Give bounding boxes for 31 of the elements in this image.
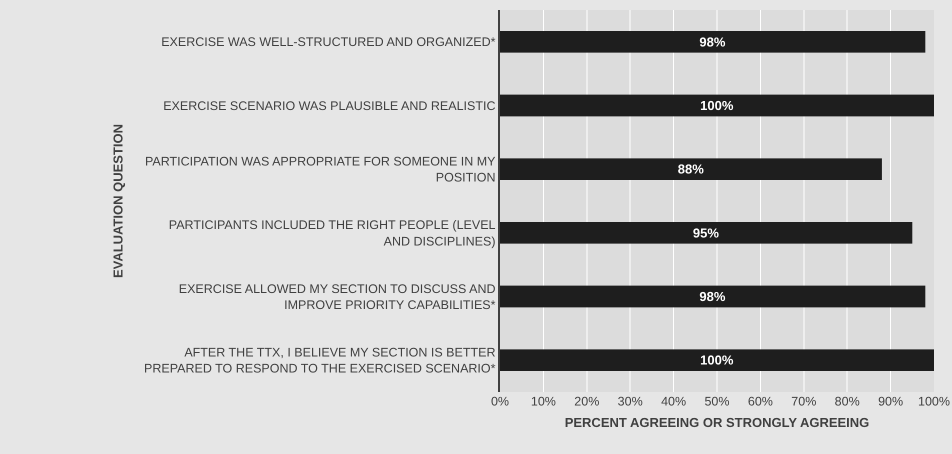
x-axis-title: PERCENT AGREEING OR STRONGLY AGREEING [564,415,870,430]
bar [500,349,934,371]
data-label: 98% [699,289,726,304]
x-tick-label: 90% [878,394,904,408]
x-tick-label: 30% [618,394,643,408]
data-label: 100% [700,352,734,368]
y-tick-label: AFTER THE TTX, I BELIEVE MY SECTION IS BETTER PREPARED TO RESPOND TO THE EXERCISED SCENARIO* [144,345,496,376]
data-label: 100% [700,98,734,113]
x-tick-label: 60% [748,394,773,408]
y-tick-label: PARTICIPATION WAS APPROPRIATE FOR SOMEONE IN MY POSITION [144,154,496,185]
y-tick-label: EXERCISE WAS WELL-STRUCTURED AND ORGANIZED* [161,35,496,50]
x-tick-label: 50% [704,394,730,408]
data-label: 88% [678,162,704,177]
x-tick-label: 10% [530,394,556,408]
bar [500,222,912,244]
data-label: 98% [699,34,726,50]
x-tick-label: 100% [918,394,950,408]
bar [500,31,926,53]
x-tick-label: 0% [490,394,510,408]
bar [500,286,926,308]
x-tick-label: 70% [791,394,816,408]
bar [500,94,934,116]
data-label: 95% [692,225,720,240]
x-tick-label: 80% [834,394,860,408]
y-tick-label: PARTICIPANTS INCLUDED THE RIGHT PEOPLE (LEVEL AND DISCIPLINES) [168,218,496,248]
y-axis-title: EVALUATION QUESTION [110,124,126,278]
y-tick-label: EXERCISE ALLOWED MY SECTION TO DISCUSS AND IMPROVE PRIORITY CAPABILITIES* [178,282,496,312]
y-tick-label: EXERCISE SCENARIO WAS PLAUSIBLE AND REALISTIC [163,98,496,113]
bar [500,158,882,180]
x-tick-label: 20% [574,394,600,408]
x-tick-label: 40% [661,394,686,408]
